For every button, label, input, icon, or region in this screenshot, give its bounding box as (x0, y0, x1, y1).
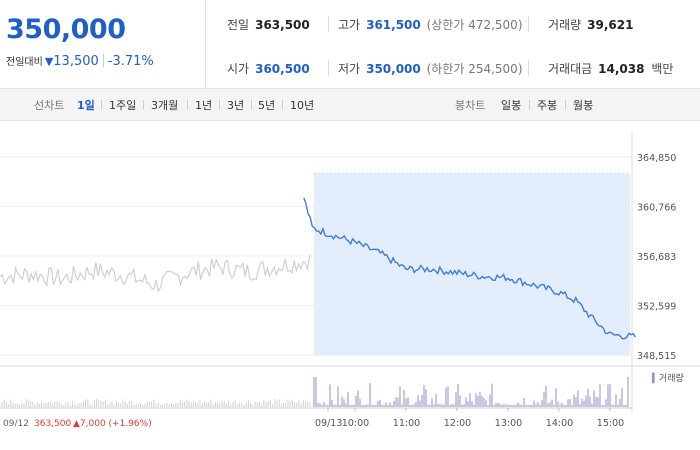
stat-high: 고가 361,500 (상한가 472,500) (338, 16, 523, 33)
divider (102, 54, 104, 67)
x-tick-label: 09/13 (315, 418, 342, 429)
stat-low: 저가 350,000 (하한가 254,500) (338, 60, 523, 77)
current-price: 350,000 (6, 14, 126, 45)
x-tick-label: 13:00 (495, 418, 522, 429)
y-tick-label: 356,683 (637, 252, 676, 263)
volume-legend-label: 거래량 (659, 372, 684, 384)
stat-value: 350,000 (366, 62, 421, 76)
stat-value: 39,621 (587, 18, 634, 32)
period-1w-button[interactable]: 1주일 (109, 99, 137, 112)
divider (528, 16, 529, 32)
period-5y-button[interactable]: 5년 (258, 99, 276, 112)
divider (251, 100, 252, 109)
y-tick-label: 352,599 (637, 302, 676, 313)
period-3m-button[interactable]: 3개월 (151, 99, 179, 112)
change-percent: -3.71% (107, 54, 154, 69)
period-1d-button[interactable]: 1일 (77, 99, 95, 112)
prev-day-label: 09/12 (3, 419, 29, 429)
divider (528, 60, 529, 76)
stat-label: 시가 (227, 62, 250, 76)
stat-extra: (상한가 472,500) (426, 18, 523, 32)
divider (328, 60, 329, 76)
stat-prev-close: 전일 363,500 (227, 16, 310, 33)
prev-day-price-line (0, 254, 311, 293)
y-axis: 364,850 360,766 356,683 352,599 348,515 (637, 153, 676, 362)
stat-label: 거래량 (548, 18, 582, 32)
prev-close-range-area (314, 173, 630, 356)
divider (219, 100, 220, 109)
x-tick-label: 14:00 (546, 418, 573, 429)
divider (328, 16, 329, 32)
stat-value: 360,500 (255, 62, 310, 76)
candle-daily-button[interactable]: 일봉 (501, 99, 522, 112)
y-tick-label: 348,515 (637, 351, 676, 362)
price-header: 350,000 전일대비 ▼13,500 -3.71% 전일 363,500 고가 36… (0, 0, 700, 89)
candle-monthly-button[interactable]: 월봉 (573, 99, 594, 112)
x-tick-label: 12:00 (444, 418, 471, 429)
stat-value: 361,500 (366, 18, 421, 32)
volume-bars (1, 377, 629, 407)
current-price-box: 350,000 전일대비 ▼13,500 -3.71% (0, 0, 206, 88)
period-3y-button[interactable]: 3년 (227, 99, 245, 112)
stat-label: 전일 (227, 18, 250, 32)
stat-unit: 백만 (651, 62, 674, 76)
candle-weekly-button[interactable]: 주봉 (537, 99, 558, 112)
down-arrow-icon: ▼ (44, 55, 54, 68)
x-tick-label: 15:00 (597, 418, 624, 429)
y-tick-label: 364,850 (637, 153, 676, 164)
price-chart[interactable]: 364,850 360,766 356,683 352,599 348,515 09/1… (0, 121, 700, 450)
stat-extra: (하한가 254,500) (426, 62, 523, 76)
legend-swatch: ▍ (651, 372, 659, 384)
prev-day-change: ▲7,000 (+1.96%) (73, 419, 152, 429)
change-value: 13,500 (53, 54, 99, 69)
stat-value: 14,038 (598, 62, 645, 76)
y-tick-label: 360,766 (637, 203, 676, 214)
stat-value: 363,500 (255, 18, 310, 32)
divider (529, 100, 530, 109)
prev-day-close: 363,500 (34, 419, 71, 429)
divider (282, 100, 283, 109)
x-tick-label: 10:00 (342, 418, 369, 429)
stat-label: 고가 (338, 18, 361, 32)
stat-label: 거래대금 (548, 62, 593, 76)
volume-legend: ▍거래량 (651, 372, 684, 384)
period-1y-button[interactable]: 1년 (195, 99, 213, 112)
candle-chart-label: 봉차트 (455, 99, 486, 112)
stat-volume: 거래량 39,621 (548, 16, 633, 33)
chart-toolbar: 선차트 1일 1주일 3개월 1년 3년 5년 10년 봉차트 일봉 주봉 월봉 (0, 89, 700, 121)
stat-amount: 거래대금 14,038 백만 (548, 60, 679, 77)
line-chart-label: 선차트 (34, 99, 65, 112)
change-label: 전일대비 (6, 57, 43, 68)
x-tick-label: 11:00 (393, 418, 420, 429)
divider (565, 100, 566, 109)
x-axis: 09/13 10:00 11:00 12:00 13:00 14:00 15:00 (315, 408, 624, 429)
stat-open: 시가 360,500 (227, 60, 310, 77)
period-10y-button[interactable]: 10년 (290, 99, 315, 112)
today-price-line (303, 197, 636, 340)
stat-label: 저가 (338, 62, 361, 76)
divider (143, 100, 144, 109)
divider (187, 100, 188, 109)
divider (101, 100, 102, 109)
change-row: 전일대비 ▼13,500 -3.71% (6, 53, 154, 69)
